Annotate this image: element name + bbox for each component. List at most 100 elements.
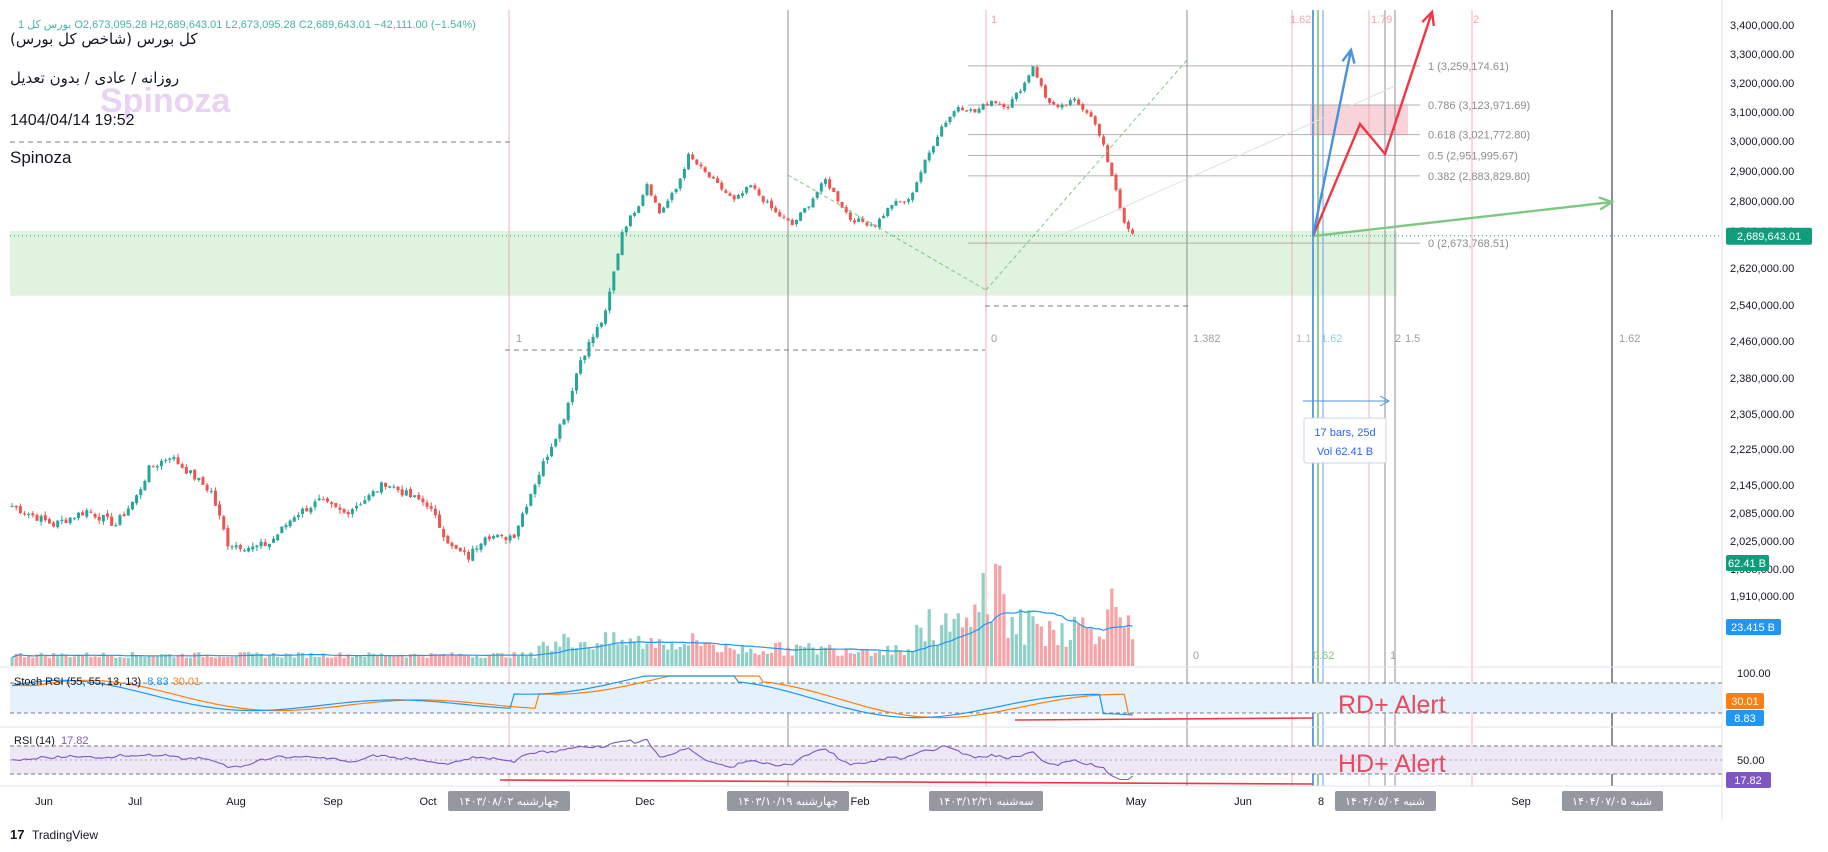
candle-body bbox=[197, 477, 201, 481]
fib-time-label: 2 bbox=[1473, 14, 1479, 26]
volume-bar bbox=[1031, 616, 1035, 666]
candle-body bbox=[649, 184, 653, 196]
volume-bar bbox=[695, 640, 699, 666]
candle-body bbox=[645, 184, 649, 196]
volume-bar bbox=[313, 656, 317, 666]
volume-bar bbox=[263, 657, 267, 666]
volume-bar bbox=[662, 644, 666, 666]
fib-level-label: 0 (2,673,768.51) bbox=[1428, 238, 1509, 250]
candle-body bbox=[666, 200, 670, 208]
volume-bar bbox=[512, 652, 516, 666]
volume-bar bbox=[898, 651, 902, 666]
volume-bar bbox=[844, 648, 848, 666]
datetime-label: 1404/04/14 19:52 bbox=[10, 112, 135, 129]
candle-body bbox=[994, 101, 998, 104]
volume-bar bbox=[81, 656, 85, 666]
volume-bar bbox=[981, 572, 985, 666]
candle-body bbox=[143, 480, 147, 491]
candle-body bbox=[599, 322, 603, 327]
volume-bar bbox=[873, 652, 877, 666]
candle-body bbox=[230, 546, 234, 548]
candle-body bbox=[782, 216, 786, 218]
volume-bar bbox=[848, 653, 852, 666]
volume-bar bbox=[479, 657, 483, 666]
tradingview-logo[interactable]: 17 TradingView bbox=[10, 827, 98, 842]
volume-bar bbox=[745, 652, 749, 666]
candle-body bbox=[139, 489, 143, 496]
candle-body bbox=[604, 310, 608, 324]
candle-body bbox=[882, 215, 886, 219]
candle-body bbox=[707, 172, 711, 178]
fib-level-label: 0.618 (3,021,772.80) bbox=[1428, 130, 1530, 142]
volume-bar bbox=[487, 655, 491, 666]
volume-bar bbox=[620, 639, 624, 666]
volume-bar bbox=[699, 645, 703, 666]
volume-bar bbox=[674, 649, 678, 666]
fib-time-label: 0 bbox=[991, 333, 997, 345]
volume-bar bbox=[525, 655, 529, 666]
volume-bar bbox=[516, 656, 520, 666]
volume-bar bbox=[458, 653, 462, 666]
rsi-divergence-line bbox=[499, 779, 1314, 785]
candle-body bbox=[757, 189, 761, 196]
candle-body bbox=[587, 341, 591, 357]
price-tick-label: 3,000,000.00 bbox=[1730, 136, 1794, 148]
candle-body bbox=[545, 456, 549, 460]
volume-bar bbox=[450, 652, 454, 666]
candle-body bbox=[915, 182, 919, 193]
volume-bar bbox=[251, 653, 255, 666]
volume-bar bbox=[110, 655, 114, 666]
volume-bar bbox=[803, 647, 807, 666]
volume-bar bbox=[267, 655, 271, 666]
volume-bar bbox=[130, 652, 135, 666]
volume-bar bbox=[1052, 629, 1056, 666]
measure-bars-label: 17 bars, 25d bbox=[1314, 427, 1375, 439]
volume-bar bbox=[259, 653, 263, 666]
volume-bar bbox=[566, 637, 570, 666]
volume-bar bbox=[375, 655, 379, 666]
volume-bar bbox=[276, 656, 280, 666]
volume-bar bbox=[31, 657, 35, 666]
candle-body bbox=[985, 104, 989, 106]
volume-bar bbox=[902, 655, 906, 666]
volume-bar bbox=[388, 655, 392, 666]
volume-bar bbox=[707, 643, 711, 666]
price-tick-label: 2,460,000.00 bbox=[1730, 336, 1794, 348]
volume-bar bbox=[952, 618, 956, 666]
candle-body bbox=[330, 502, 334, 505]
candle-body bbox=[770, 200, 774, 209]
volume-ma-line bbox=[11, 610, 1133, 658]
volume-bar bbox=[197, 652, 201, 666]
volume-bar bbox=[471, 657, 475, 666]
volume-bar bbox=[545, 645, 550, 666]
candle-body bbox=[695, 159, 699, 165]
volume-bar bbox=[93, 656, 97, 666]
candle-body bbox=[479, 543, 483, 550]
candle-body bbox=[512, 534, 516, 538]
volume-bar bbox=[1002, 594, 1006, 666]
volume-bar bbox=[579, 642, 583, 666]
candle-body bbox=[529, 494, 533, 506]
volume-ma-label: 23.415 B bbox=[1731, 622, 1775, 634]
candle-body bbox=[371, 491, 375, 497]
candle-body bbox=[1114, 174, 1118, 190]
candle-body bbox=[1023, 82, 1027, 91]
candle-body bbox=[18, 506, 22, 513]
fib-level-label: 0.5 (2,951,995.67) bbox=[1428, 150, 1518, 162]
volume-bar bbox=[383, 656, 388, 666]
candle-body bbox=[317, 498, 321, 501]
author-label: Spinoza bbox=[10, 148, 72, 167]
rsi-badge: 17.82 bbox=[1726, 772, 1771, 788]
candle-body bbox=[1077, 99, 1081, 105]
candle-body bbox=[176, 457, 180, 465]
candle-body bbox=[47, 519, 51, 524]
candle-body bbox=[255, 545, 259, 548]
fib-time-label: 0 bbox=[1193, 650, 1199, 662]
candle-body bbox=[952, 111, 956, 117]
candle-body bbox=[263, 542, 267, 546]
volume-bar bbox=[168, 654, 172, 666]
candle-body bbox=[155, 466, 159, 468]
candle-body bbox=[799, 212, 803, 221]
candle-body bbox=[678, 178, 682, 189]
